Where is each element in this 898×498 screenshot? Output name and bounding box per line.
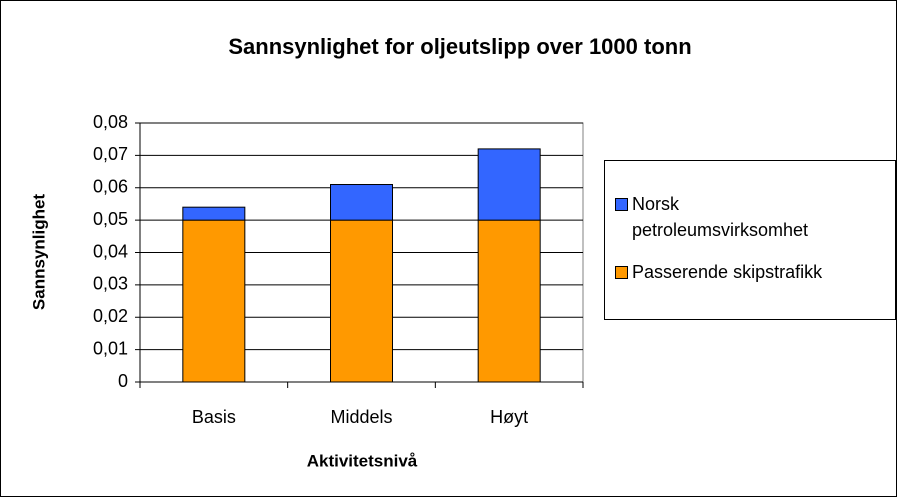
y-tick-label: 0,07	[93, 144, 128, 164]
legend-label: Passerende skipstrafikk	[632, 262, 823, 282]
y-tick-label: 0,05	[93, 209, 128, 229]
bar-segment	[477, 219, 541, 383]
legend-swatch	[615, 198, 628, 211]
x-tick-label: Middels	[330, 407, 392, 427]
y-tick-label: 0,02	[93, 306, 128, 326]
bar-segment	[330, 219, 393, 383]
chart-title: Sannsynlighet for oljeutslipp over 1000 …	[228, 34, 691, 59]
legend-label: Norsk petroleumsvirksomhet	[632, 194, 809, 240]
y-tick-label: 0,01	[93, 338, 128, 358]
y-tick-label: 0,03	[93, 274, 128, 294]
y-tick-label: 0,06	[93, 177, 128, 197]
bar-segment	[182, 219, 246, 383]
bar-segment	[330, 184, 393, 221]
y-tick-label: 0	[118, 371, 128, 391]
bar-segment	[182, 206, 246, 221]
x-axis-label: Aktivitetsnivå	[307, 451, 418, 470]
legend: Norsk petroleumsvirksomhet Passerende ski…	[604, 160, 896, 320]
legend-entry: Norsk petroleumsvirksomhet	[615, 191, 809, 243]
legend-swatch	[615, 266, 628, 279]
bar-segment	[477, 148, 541, 221]
y-tick-label: 0,08	[93, 112, 128, 132]
y-tick-label: 0,04	[93, 241, 128, 261]
x-tick-label: Basis	[192, 407, 236, 427]
y-axis-label: Sannsynlighet	[29, 194, 48, 311]
legend-entry: Passerende skipstrafikk	[615, 259, 894, 285]
x-tick-label: Høyt	[490, 407, 528, 427]
